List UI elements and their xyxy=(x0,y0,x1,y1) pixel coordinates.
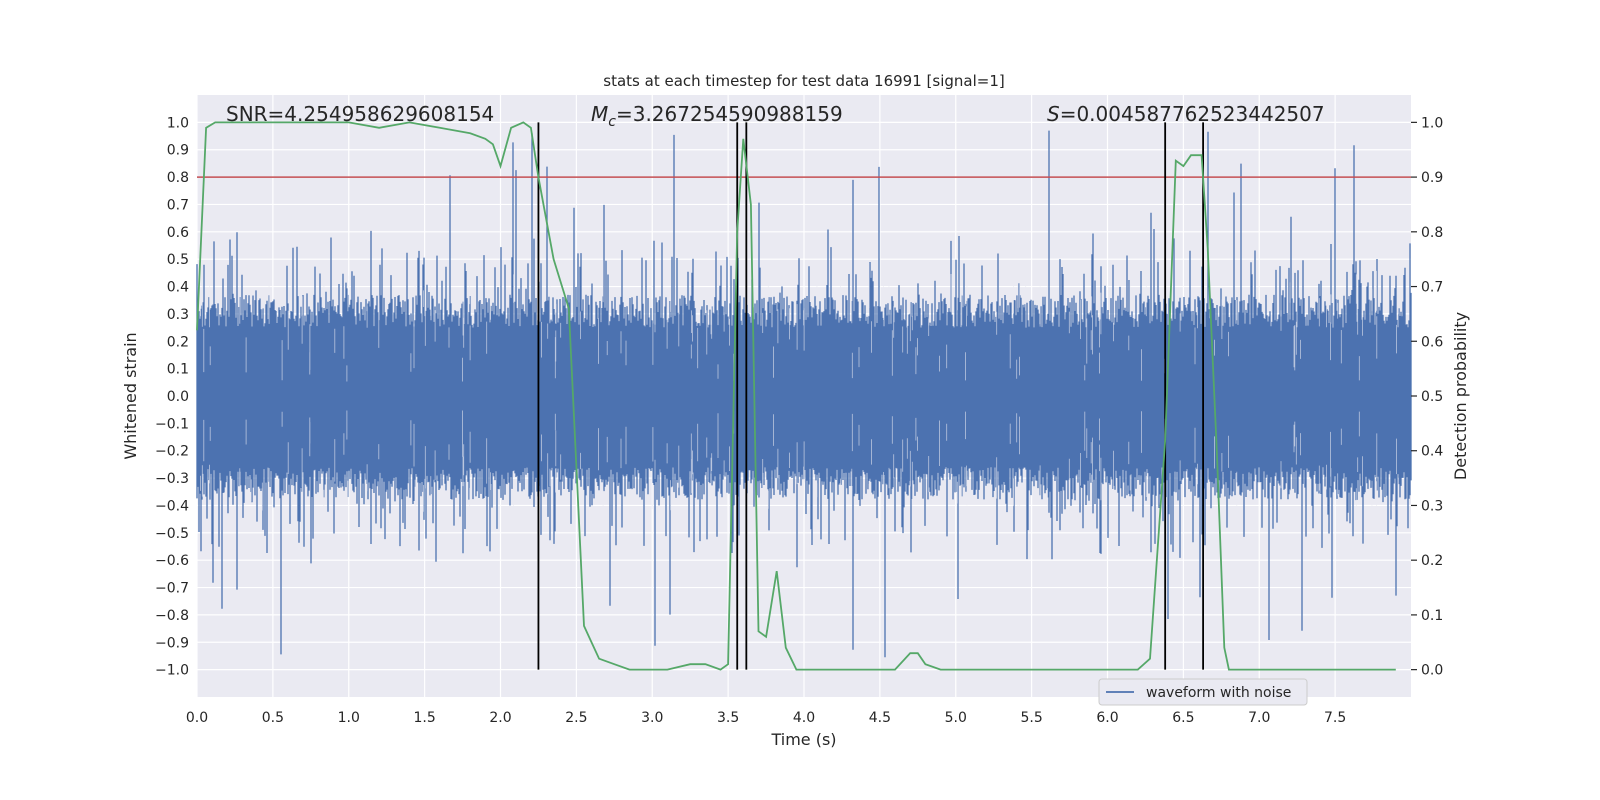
x-tick-label: 5.5 xyxy=(1020,710,1042,726)
s-symbol: S xyxy=(1047,102,1060,126)
chirp-mass-annotation: Mc=3.267254590988159 xyxy=(591,102,843,130)
y2-tick-label: 0.6 xyxy=(1421,334,1443,350)
y2-tick-label: 0.7 xyxy=(1421,280,1443,296)
chirp-mass-value: =3.267254590988159 xyxy=(616,102,843,126)
y-tick-label: 0.5 xyxy=(167,252,189,268)
event-lines xyxy=(537,122,1205,670)
y-tick-label: −0.7 xyxy=(155,581,189,597)
x-tick-label: 4.5 xyxy=(869,710,891,726)
y-tick-label: 0.6 xyxy=(167,225,189,241)
x-tick-label: 0.0 xyxy=(186,710,208,726)
x-tick-label: 3.0 xyxy=(641,710,663,726)
x-tick-label: 3.5 xyxy=(717,710,739,726)
x-tick-label: 6.0 xyxy=(1096,710,1118,726)
y-tick-label: 0.1 xyxy=(167,362,189,378)
y-tick-label: −0.1 xyxy=(155,416,189,432)
detection-probability-line xyxy=(196,121,1396,671)
y2-tick-label: 0.9 xyxy=(1421,170,1443,186)
y-tick-label: −0.6 xyxy=(155,553,189,569)
chirp-mass-symbol: M xyxy=(591,102,608,126)
y2-tick-label: 0.4 xyxy=(1421,444,1443,460)
y-tick-label: 0.8 xyxy=(167,170,189,186)
y-tick-label: 0.9 xyxy=(167,143,189,159)
legend: waveform with noise xyxy=(1098,678,1308,706)
x-tick-label: 7.5 xyxy=(1324,710,1346,726)
y-tick-label: 1.0 xyxy=(167,115,189,131)
y-tick-label: −0.2 xyxy=(155,444,189,460)
legend-label: waveform with noise xyxy=(1146,685,1291,701)
y-tick-label: −0.5 xyxy=(155,526,189,542)
x-tick-label: 1.0 xyxy=(338,710,360,726)
x-axis-label: Time (s) xyxy=(770,730,836,749)
x-tick-label: 6.5 xyxy=(1172,710,1194,726)
s-annotation: S=0.004587762523442507 xyxy=(1047,102,1325,126)
y2-axis-ticks: 1.0 0.9 0.8 0.7 0.6 0.5 0.4 0.3 0.2 0.1 0.0 xyxy=(1411,115,1443,679)
x-tick-label: 1.5 xyxy=(413,710,435,726)
y2-tick-label: 0.8 xyxy=(1421,225,1443,241)
y2-tick-label: 0.1 xyxy=(1421,608,1443,624)
y2-tick-label: 0.5 xyxy=(1421,389,1443,405)
y-tick-label: −0.3 xyxy=(155,471,189,487)
y-tick-label: −1.0 xyxy=(155,663,189,679)
chirp-mass-subscript: c xyxy=(608,114,616,130)
y2-tick-label: 0.2 xyxy=(1421,553,1443,569)
y-tick-label: 0.7 xyxy=(167,197,189,213)
x-axis-ticks: 0.0 0.5 1.0 1.5 2.0 2.5 3.0 3.5 4.0 4.5 5.0 5.5 6.0 6… xyxy=(186,710,1346,726)
x-tick-label: 5.0 xyxy=(945,710,967,726)
strain-waveform xyxy=(196,130,1412,658)
legend-box xyxy=(1098,678,1308,706)
x-tick-label: 7.0 xyxy=(1248,710,1270,726)
y2-tick-label: 0.0 xyxy=(1421,663,1443,679)
x-tick-label: 0.5 xyxy=(262,710,284,726)
y-axis-ticks: 1.0 0.9 0.8 0.7 0.6 0.5 0.4 0.3 0.2 0.1 0.0 −0.1 −0.… xyxy=(155,115,189,678)
y-axis-label: Whitened strain xyxy=(121,332,140,459)
y-tick-label: 0.3 xyxy=(167,307,189,323)
y-tick-label: −0.8 xyxy=(155,608,189,624)
y-tick-label: 0.4 xyxy=(167,280,189,296)
y-tick-label: −0.9 xyxy=(155,635,189,651)
x-tick-label: 4.0 xyxy=(793,710,815,726)
y-tick-label: 0.0 xyxy=(167,389,189,405)
y-tick-label: 0.2 xyxy=(167,334,189,350)
y2-axis-label: Detection probability xyxy=(1451,312,1470,480)
y2-tick-label: 0.3 xyxy=(1421,498,1443,514)
s-value: =0.004587762523442507 xyxy=(1060,102,1325,126)
strain-gaps xyxy=(200,260,1399,531)
snr-annotation: SNR=4.254958629608154 xyxy=(226,102,494,126)
x-tick-label: 2.5 xyxy=(565,710,587,726)
y-tick-label: −0.4 xyxy=(155,498,189,514)
x-tick-label: 2.0 xyxy=(489,710,511,726)
y2-tick-label: 1.0 xyxy=(1421,115,1443,131)
chart-title: stats at each timestep for test data 169… xyxy=(603,72,1004,90)
